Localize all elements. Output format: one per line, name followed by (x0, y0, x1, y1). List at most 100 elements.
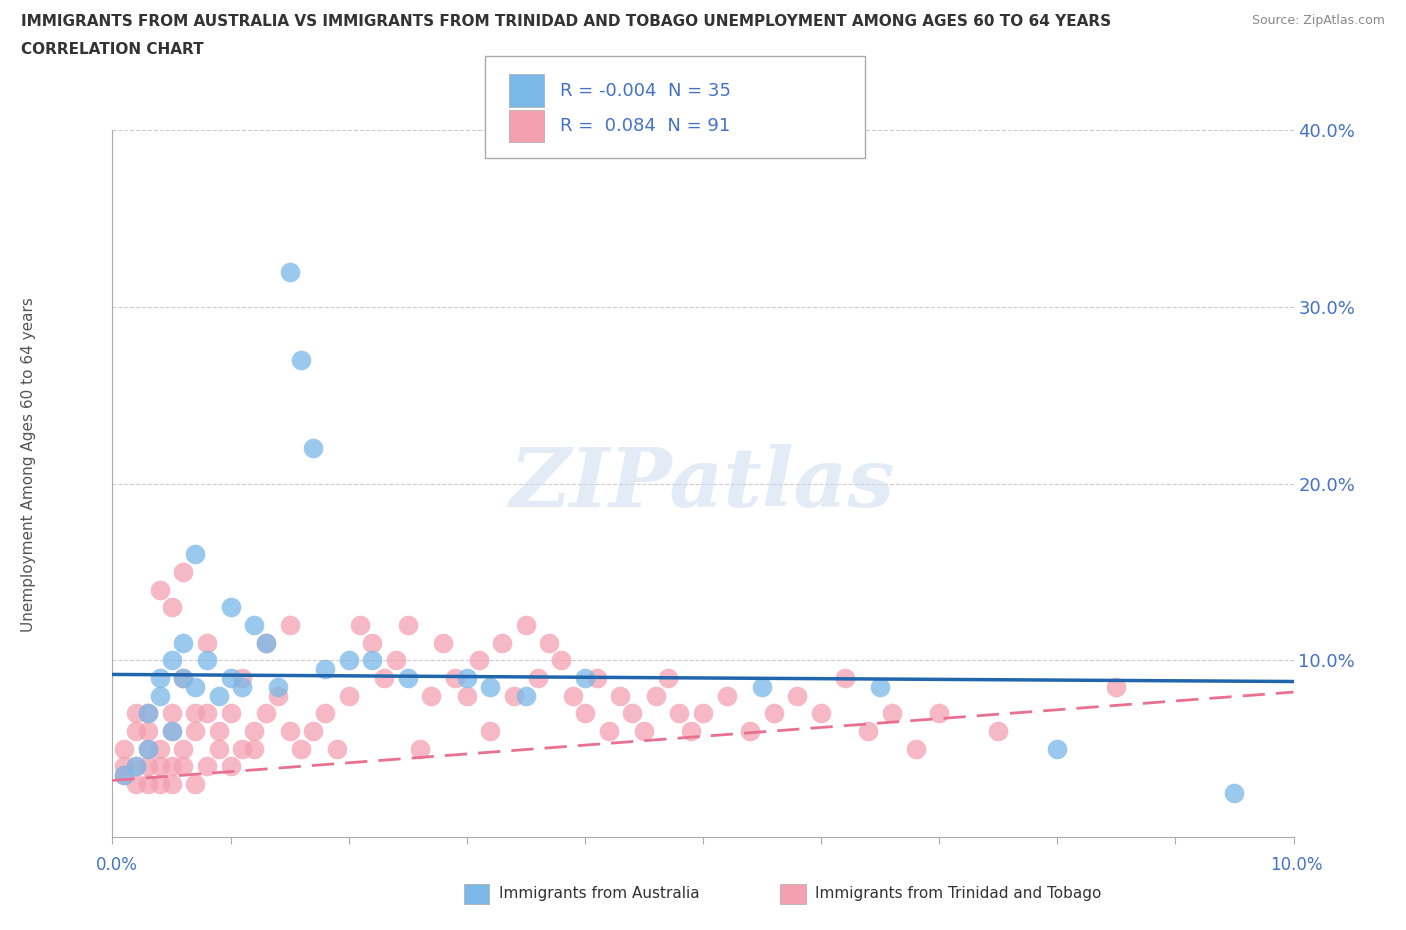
Point (444, 671, 467, 685)
Point (112, 741, 135, 756)
Point (160, 653, 183, 668)
Point (172, 671, 194, 685)
Text: Source: ZipAtlas.com: Source: ZipAtlas.com (1251, 14, 1385, 27)
Point (385, 653, 408, 668)
Point (396, 618, 419, 632)
Point (160, 724, 183, 738)
Point (692, 706, 714, 721)
Point (633, 724, 655, 738)
Point (243, 618, 266, 632)
Point (373, 671, 395, 685)
Text: ZIPatlas: ZIPatlas (510, 444, 896, 524)
Point (195, 653, 218, 668)
Point (314, 662, 336, 677)
Point (243, 724, 266, 738)
Point (858, 724, 880, 738)
Point (515, 688, 537, 703)
Text: Immigrants from Australia: Immigrants from Australia (499, 886, 700, 901)
Point (195, 759, 218, 774)
Point (112, 768, 135, 783)
Point (869, 679, 891, 694)
Point (562, 688, 585, 703)
Point (160, 706, 183, 721)
Point (479, 679, 502, 694)
Point (644, 688, 666, 703)
Point (928, 706, 950, 721)
Point (456, 671, 478, 685)
Point (184, 724, 207, 738)
Point (456, 688, 478, 703)
Point (1223, 785, 1246, 800)
Point (136, 706, 159, 721)
Point (136, 741, 159, 756)
Point (408, 741, 430, 756)
Point (136, 741, 159, 756)
Point (361, 635, 384, 650)
Point (231, 671, 253, 685)
Point (337, 653, 360, 668)
Point (396, 671, 419, 685)
Point (585, 671, 607, 685)
Point (515, 618, 537, 632)
Point (136, 724, 159, 738)
Point (160, 759, 183, 774)
Point (337, 688, 360, 703)
Text: 10.0%: 10.0% (1270, 856, 1323, 873)
Point (491, 635, 513, 650)
Point (125, 706, 148, 721)
Point (231, 741, 253, 756)
Point (219, 600, 242, 615)
Point (231, 679, 253, 694)
Point (361, 653, 384, 668)
Point (302, 724, 325, 738)
Point (172, 635, 194, 650)
Point (172, 759, 194, 774)
Point (657, 671, 679, 685)
Point (574, 706, 596, 721)
Point (149, 688, 172, 703)
Point (904, 741, 927, 756)
Point (195, 635, 218, 650)
Point (149, 741, 172, 756)
Point (681, 724, 703, 738)
Point (219, 671, 242, 685)
Point (326, 741, 349, 756)
Point (503, 688, 526, 703)
Point (136, 777, 159, 791)
Point (349, 618, 371, 632)
Point (149, 671, 172, 685)
Point (125, 777, 148, 791)
Point (290, 352, 312, 367)
Text: R =  0.084  N = 91: R = 0.084 N = 91 (560, 117, 730, 135)
Point (716, 688, 738, 703)
Point (290, 741, 312, 756)
Point (302, 441, 325, 456)
Point (278, 264, 301, 279)
Point (172, 671, 194, 685)
Point (1046, 741, 1069, 756)
Text: R = -0.004  N = 35: R = -0.004 N = 35 (560, 82, 731, 100)
Point (538, 635, 561, 650)
Point (880, 706, 903, 721)
Point (420, 688, 443, 703)
Point (834, 671, 856, 685)
Point (184, 706, 207, 721)
Point (125, 759, 148, 774)
Point (621, 706, 644, 721)
Point (267, 679, 290, 694)
Point (987, 724, 1010, 738)
Point (112, 768, 135, 783)
Point (149, 759, 172, 774)
Point (136, 759, 159, 774)
Point (160, 724, 183, 738)
Text: Immigrants from Trinidad and Tobago: Immigrants from Trinidad and Tobago (815, 886, 1102, 901)
Point (172, 565, 194, 579)
Point (314, 706, 336, 721)
Point (219, 759, 242, 774)
Point (149, 777, 172, 791)
Point (184, 777, 207, 791)
Text: Unemployment Among Ages 60 to 64 years: Unemployment Among Ages 60 to 64 years (21, 298, 35, 632)
Point (574, 671, 596, 685)
Point (208, 688, 231, 703)
Point (668, 706, 690, 721)
